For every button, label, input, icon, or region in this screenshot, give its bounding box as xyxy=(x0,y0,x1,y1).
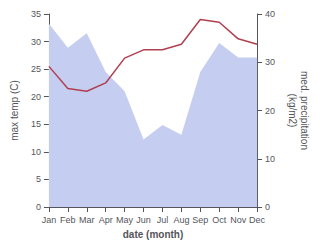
svg-text:0: 0 xyxy=(265,202,270,212)
svg-text:May: May xyxy=(116,215,134,225)
svg-text:40: 40 xyxy=(265,9,275,19)
svg-text:date (month): date (month) xyxy=(123,229,184,240)
svg-text:Nov: Nov xyxy=(230,215,247,225)
svg-text:20: 20 xyxy=(265,106,275,116)
svg-text:30: 30 xyxy=(31,37,41,47)
svg-text:25: 25 xyxy=(31,64,41,74)
svg-text:Apr: Apr xyxy=(99,215,113,225)
svg-text:Sep: Sep xyxy=(192,215,208,225)
svg-text:Feb: Feb xyxy=(60,215,76,225)
svg-text:med. precipitation: med. precipitation xyxy=(299,71,310,150)
svg-text:Jun: Jun xyxy=(136,215,151,225)
svg-text:Aug: Aug xyxy=(173,215,189,225)
svg-text:0: 0 xyxy=(36,202,41,212)
svg-text:10: 10 xyxy=(31,147,41,157)
svg-text:Jul: Jul xyxy=(157,215,169,225)
svg-text:35: 35 xyxy=(31,9,41,19)
svg-text:10: 10 xyxy=(265,154,275,164)
svg-text:Mar: Mar xyxy=(79,215,95,225)
svg-text:Oct: Oct xyxy=(212,215,227,225)
svg-text:(kg/m2): (kg/m2) xyxy=(287,94,298,128)
svg-text:15: 15 xyxy=(31,119,41,129)
svg-text:30: 30 xyxy=(265,57,275,67)
svg-text:5: 5 xyxy=(36,174,41,184)
svg-text:Dec: Dec xyxy=(249,215,266,225)
svg-text:20: 20 xyxy=(31,92,41,102)
svg-text:max temp (C): max temp (C) xyxy=(9,80,20,141)
svg-text:Jan: Jan xyxy=(42,215,57,225)
